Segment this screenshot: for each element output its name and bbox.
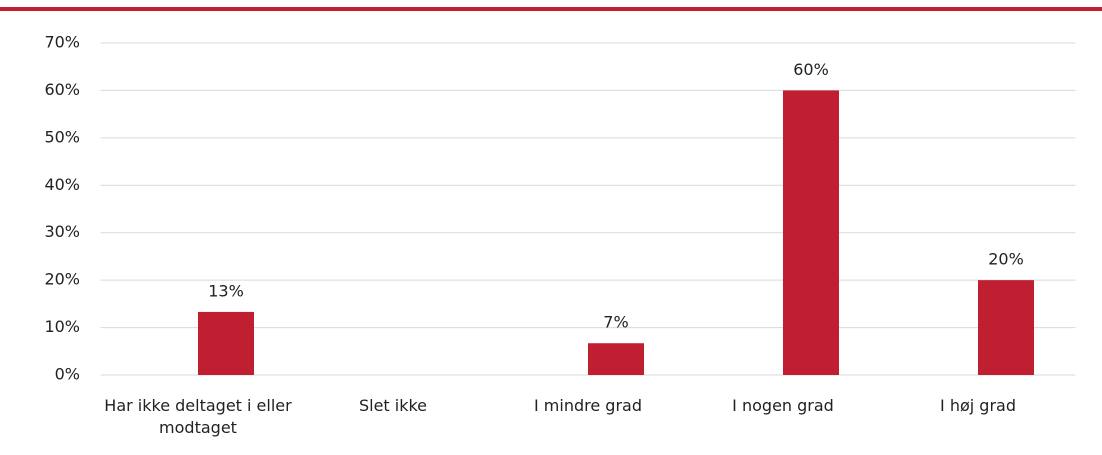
y-tick-label: 20%	[44, 270, 80, 289]
x-tick-label: Har ikke deltaget i eller modtaget	[104, 396, 292, 437]
data-label: 20%	[988, 250, 1024, 269]
bar	[978, 280, 1034, 375]
y-tick-label: 50%	[44, 127, 80, 146]
bar	[588, 343, 644, 375]
y-tick-label: 0%	[55, 365, 80, 384]
x-tick-label: Slet ikke	[358, 396, 428, 415]
data-label: 7%	[603, 313, 628, 332]
top-rule	[0, 7, 1102, 11]
y-tick-label: 70%	[44, 33, 80, 52]
y-tick-label: 60%	[44, 80, 80, 99]
data-label: 60%	[793, 60, 829, 79]
x-tick-label: I mindre grad	[534, 396, 642, 415]
bar	[783, 90, 839, 375]
x-tick-label: I høj grad	[940, 396, 1016, 415]
x-tick-label: I nogen grad	[732, 396, 834, 415]
y-tick-label: 10%	[44, 317, 80, 336]
y-tick-label: 30%	[44, 222, 80, 241]
bar	[198, 311, 254, 375]
data-label: 13%	[208, 281, 244, 300]
y-tick-label: 40%	[44, 175, 80, 194]
